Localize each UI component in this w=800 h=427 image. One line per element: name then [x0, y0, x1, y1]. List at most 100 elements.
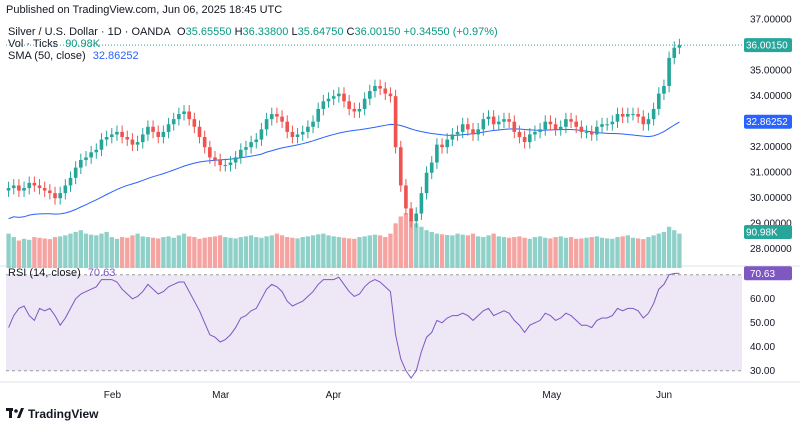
candle-body [135, 142, 140, 145]
candle-body [156, 131, 161, 137]
volume-bar [16, 240, 22, 268]
sma-value: 32.86252 [92, 50, 139, 62]
candle-body [641, 116, 646, 125]
volume-bar [166, 236, 171, 268]
ohlc-open: O35.65550 [177, 26, 232, 38]
candle-body [89, 152, 93, 158]
volume-bar [161, 237, 166, 268]
candle-body [656, 93, 661, 109]
volume-bar [465, 235, 471, 268]
candle-body [507, 119, 511, 122]
volume-bar [558, 236, 563, 268]
candle-body [476, 129, 480, 135]
candle-body [429, 162, 434, 173]
candle-body [517, 131, 522, 137]
candle-body [600, 124, 604, 127]
volume-bar [140, 236, 145, 268]
volume-bar [527, 238, 532, 268]
volume-bar [192, 237, 197, 268]
candle-body [53, 193, 57, 199]
price-tick-label: 37.00000 [750, 15, 792, 26]
candle-body [321, 101, 326, 109]
candle-body [527, 134, 532, 143]
candle-body [610, 121, 615, 125]
candle-body [667, 57, 671, 86]
volume-bar [367, 235, 372, 268]
volume-bar [594, 236, 600, 268]
candle-body [522, 137, 527, 143]
candle-body [450, 134, 455, 140]
candle-body [109, 134, 114, 137]
volume-bar [553, 237, 558, 268]
volume-bar [187, 236, 192, 268]
candle-body [486, 116, 491, 120]
volume-bar [615, 237, 620, 268]
volume-bar [207, 237, 212, 268]
volume-bar [398, 216, 403, 268]
volume-bar [217, 235, 223, 268]
volume-bar [677, 233, 682, 268]
volume-bar [202, 237, 207, 268]
sma-tag-bg [744, 114, 792, 129]
symbol-title: Silver / U.S. Dollar · 1D · OANDA [8, 26, 170, 38]
volume-bar [150, 237, 156, 268]
ohlc-change: +0.34550 (+0.97%) [403, 26, 498, 38]
volume-bar [537, 236, 543, 268]
volume-bar [300, 237, 305, 268]
candle-body [197, 126, 202, 137]
candle-body [414, 213, 419, 222]
volume-bar [223, 237, 228, 268]
volume-bar [254, 237, 259, 268]
candle-body [455, 131, 460, 135]
sma-label: SMA (50, close) [8, 50, 86, 62]
candle-body [424, 172, 429, 194]
volume-bar [11, 237, 16, 268]
candle-body [140, 134, 145, 143]
volume-bar [264, 236, 269, 268]
price-tick-label: 30.00000 [750, 193, 792, 204]
candle-body [37, 185, 42, 189]
candle-body [306, 126, 310, 132]
candle-body [393, 96, 398, 148]
volume-bar [295, 238, 300, 268]
candle-body [182, 111, 186, 115]
volume-bar [243, 236, 249, 268]
volume-bar [357, 237, 362, 268]
tradingview-logo: TradingView [6, 407, 98, 421]
sma-legend: SMA (50, close) 32.86252 [8, 50, 139, 62]
volume-bar [109, 237, 114, 268]
volume-bar [656, 233, 661, 268]
candle-body [42, 188, 47, 191]
volume-bar [171, 237, 176, 268]
candle-body [466, 124, 470, 130]
ohlc-close: C36.00150 [346, 26, 401, 38]
published-caption: Published on TradingView.com, Jun 06, 20… [6, 4, 283, 16]
candle-body [316, 108, 321, 122]
rsi-line [8, 272, 680, 379]
candle-body [595, 126, 599, 135]
candle-body [651, 108, 656, 120]
candle-body [295, 134, 300, 137]
candle-body [280, 116, 284, 122]
volume-bar [352, 238, 357, 268]
volume-bar [630, 237, 636, 268]
rsi-tag-bg [744, 266, 792, 281]
ohlc-high: H36.33800 [234, 26, 289, 38]
candle-body [259, 129, 264, 140]
volume-label: Vol · Ticks [8, 38, 59, 50]
volume-tag: 90.98K [746, 228, 778, 239]
volume-bar [486, 235, 491, 268]
volume-bar [63, 235, 68, 268]
month-tick-label: May [542, 390, 561, 401]
candle-body [84, 157, 88, 160]
candle-body [73, 167, 78, 178]
volume-bar [388, 233, 393, 268]
candle-body [440, 144, 444, 148]
candle-body [409, 208, 413, 222]
candle-body [367, 91, 372, 99]
volume-bar [476, 236, 481, 268]
candle-body [94, 149, 99, 153]
candle-body [460, 124, 465, 132]
volume-bar [501, 237, 507, 268]
